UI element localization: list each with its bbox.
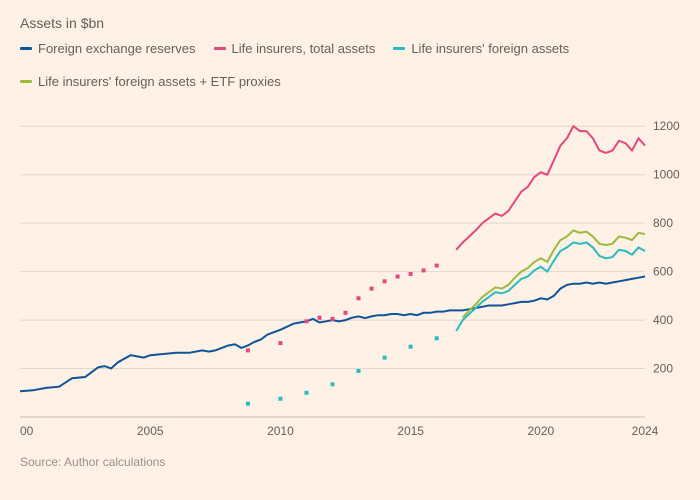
legend-label: Foreign exchange reserves bbox=[38, 41, 196, 56]
svg-text:1000: 1000 bbox=[653, 168, 680, 182]
series-life_total_dots-dot bbox=[435, 264, 439, 268]
legend: Foreign exchange reserves Life insurers, … bbox=[20, 41, 680, 89]
legend-swatch bbox=[393, 47, 405, 50]
series-life_foreign_dots-dot bbox=[383, 356, 387, 360]
series-life_foreign_dots-dot bbox=[278, 397, 282, 401]
series-life_foreign_dots-dot bbox=[305, 391, 309, 395]
legend-label: Life insurers' foreign assets bbox=[411, 41, 569, 56]
chart-svg: 200 400 600 800 1000 1200 2000 2005 2010 2015 2020… bbox=[20, 97, 680, 447]
series-life_foreign_dots-dot bbox=[435, 336, 439, 340]
series-fx_reserves bbox=[20, 277, 645, 392]
series-life_total_dots-dot bbox=[383, 279, 387, 283]
svg-text:2005: 2005 bbox=[137, 424, 164, 438]
series-life_total_dots-dot bbox=[409, 272, 413, 276]
legend-item-fx_reserves: Foreign exchange reserves bbox=[20, 41, 196, 56]
legend-item-life_total: Life insurers, total assets bbox=[214, 41, 376, 56]
chart-subtitle: Assets in $bn bbox=[20, 15, 680, 31]
legend-item-life_foreign: Life insurers' foreign assets bbox=[393, 41, 569, 56]
svg-text:2010: 2010 bbox=[267, 424, 294, 438]
svg-text:600: 600 bbox=[653, 265, 673, 279]
series-life_total_dots-dot bbox=[357, 296, 361, 300]
svg-text:2015: 2015 bbox=[397, 424, 424, 438]
svg-text:800: 800 bbox=[653, 216, 673, 230]
series-life_total_dots-dot bbox=[305, 319, 309, 323]
series-life_total_dots-dot bbox=[422, 268, 426, 272]
legend-swatch bbox=[20, 80, 32, 83]
series-life_foreign_dots-dot bbox=[331, 382, 335, 386]
plot-area: 200 400 600 800 1000 1200 2000 2005 2010 2015 2020… bbox=[20, 97, 680, 447]
chart-container: Assets in $bn Foreign exchange reserves L… bbox=[0, 0, 700, 479]
legend-item-life_etf: Life insurers' foreign assets + ETF prox… bbox=[20, 74, 281, 89]
series-life_total_dots-dot bbox=[344, 311, 348, 315]
svg-text:400: 400 bbox=[653, 313, 673, 327]
legend-swatch bbox=[214, 47, 226, 50]
series-life_total_dots-dot bbox=[331, 317, 335, 321]
svg-text:1200: 1200 bbox=[653, 119, 680, 133]
series-life_total bbox=[456, 126, 645, 250]
series-life_total_dots-dot bbox=[396, 275, 400, 279]
series-life_foreign_dots-dot bbox=[409, 345, 413, 349]
series-life_foreign_dots-dot bbox=[357, 369, 361, 373]
source-text: Source: Author calculations bbox=[20, 455, 680, 469]
series-life_total_dots-dot bbox=[318, 316, 322, 320]
series-life_total_dots-dot bbox=[370, 287, 374, 291]
legend-label: Life insurers, total assets bbox=[232, 41, 376, 56]
legend-label: Life insurers' foreign assets + ETF prox… bbox=[38, 74, 281, 89]
series-life_total_dots-dot bbox=[278, 341, 282, 345]
series-life_foreign_dots-dot bbox=[246, 402, 250, 406]
svg-text:200: 200 bbox=[653, 362, 673, 376]
legend-swatch bbox=[20, 47, 32, 50]
svg-text:2000: 2000 bbox=[20, 424, 34, 438]
svg-text:2024: 2024 bbox=[632, 424, 659, 438]
svg-text:2020: 2020 bbox=[527, 424, 554, 438]
series-life_total_dots-dot bbox=[246, 348, 250, 352]
